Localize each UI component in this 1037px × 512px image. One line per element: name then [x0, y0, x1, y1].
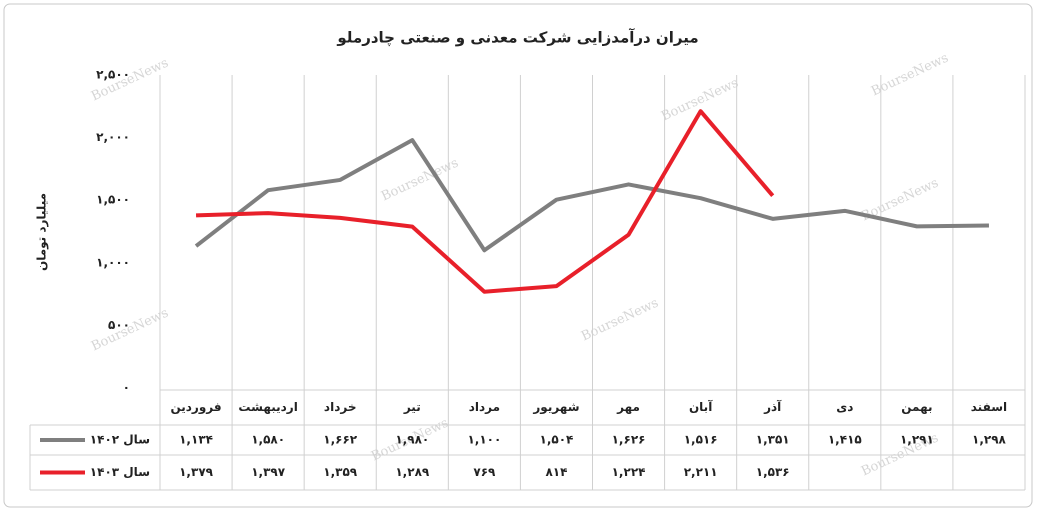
table-value: ۱,۹۸۰ [395, 433, 429, 447]
x-tick-label: آبان [689, 399, 713, 414]
table-value: ۱,۱۳۴ [179, 433, 213, 447]
x-tick-label: خرداد [324, 400, 357, 414]
y-tick-label: ۱,۵۰۰ [96, 193, 130, 207]
chart-border [3, 3, 1033, 508]
table-value: ۱,۵۰۴ [540, 433, 574, 447]
table-value: ۱,۵۱۶ [684, 433, 718, 447]
table-value: ۱,۲۹۸ [972, 433, 1007, 447]
x-tick-label: شهریور [532, 400, 579, 415]
table-value: ۱,۱۰۰ [467, 433, 501, 447]
series-line [195, 109, 775, 294]
series-line [194, 138, 989, 253]
y-tick-label: ۵۰۰ [108, 318, 130, 332]
x-tick-label: دی [836, 400, 853, 414]
y-tick-label: ۱,۰۰۰ [96, 255, 130, 269]
legend-label: سال ۱۴۰۳ [90, 465, 150, 479]
table-value: ۷۶۹ [473, 465, 496, 479]
table-value: ۱,۶۶۲ [323, 433, 358, 447]
table-value: ۱,۶۲۶ [612, 433, 646, 447]
x-tick-label: تیر [403, 400, 421, 414]
table-value: ۱,۲۸۹ [395, 465, 430, 479]
table-value: ۱,۳۷۹ [179, 465, 214, 479]
table-value: ۱,۳۵۹ [323, 465, 358, 479]
table-value: ۱,۲۹۱ [900, 433, 934, 447]
table-value: ۱,۵۸۰ [251, 433, 285, 447]
table-value: ۱,۵۳۶ [756, 465, 790, 479]
table-value: ۱,۳۵۱ [756, 433, 790, 447]
table-value: ۱,۲۲۴ [612, 465, 646, 479]
y-tick-label: ۲,۵۰۰ [96, 68, 130, 82]
x-tick-label: آذر [763, 399, 782, 414]
table-value: ۸۱۴ [545, 465, 567, 479]
x-tick-label: اسفند [971, 400, 1007, 414]
table-value: ۲,۲۱۱ [684, 465, 718, 479]
x-tick-label: فروردین [170, 400, 221, 415]
x-tick-label: مرداد [469, 400, 500, 414]
y-tick-label: ۲,۰۰۰ [96, 130, 130, 144]
x-tick-label: اردیبهشت [238, 400, 297, 414]
y-tick-label: ۰ [123, 381, 130, 395]
x-tick-label: بهمن [901, 400, 932, 414]
x-tick-label: مهر [616, 400, 640, 414]
y-axis-label: میلیارد تومان [35, 193, 50, 271]
chart-title: میران درآمدزایی شرکت معدنی و صنعتی چادرم… [336, 29, 698, 48]
table-value: ۱,۴۱۵ [828, 433, 862, 447]
table-value: ۱,۳۹۷ [251, 465, 286, 479]
legend-label: سال ۱۴۰۲ [90, 433, 150, 447]
